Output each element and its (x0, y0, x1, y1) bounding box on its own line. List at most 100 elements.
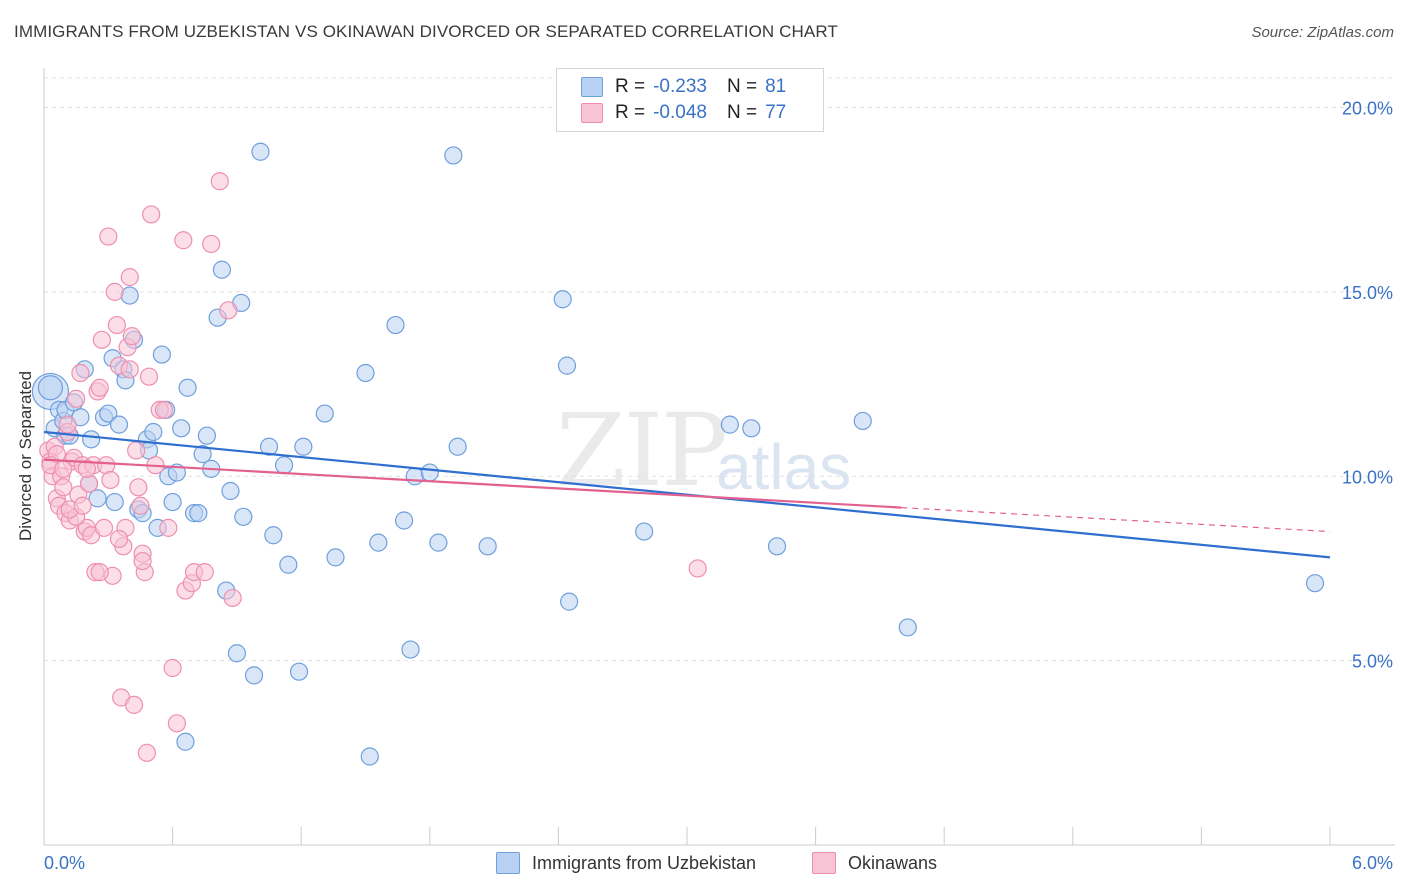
legend-row-uzbekistan: R = -0.233 N = 81 (581, 74, 806, 100)
okinawan-point (163, 658, 182, 678)
uzbekistan-point (401, 640, 420, 659)
uzbekistan-point (279, 555, 298, 574)
okinawan-point (90, 563, 109, 582)
okinawan-point (139, 367, 159, 386)
okinawan-point (67, 389, 86, 408)
okinawan-point (92, 330, 111, 349)
okinawan-point (105, 282, 124, 301)
uzbekistan-point (152, 345, 171, 364)
okinawan-point (174, 231, 193, 250)
uzbekistan-point (264, 526, 283, 545)
uzbekistan-point (221, 481, 240, 501)
legend-n-value: 81 (765, 76, 787, 97)
x-tick-label: 0.0% (44, 853, 85, 873)
correlation-legend: R = -0.233 N = 81 R = -0.048 N = 77 (556, 68, 824, 132)
y-tick-label: 10.0% (1342, 467, 1393, 487)
uzbekistan-point (1305, 574, 1325, 593)
y-tick-label: 20.0% (1342, 99, 1393, 119)
uzbekistan-point (227, 644, 246, 663)
y-axis-label: Divorced or Separated (16, 370, 35, 542)
uzbekistan-point (37, 375, 64, 401)
uzbekistan-point (163, 492, 182, 512)
uzbekistan-point (853, 411, 872, 431)
legend-swatch-blue (581, 77, 603, 97)
uzbekistan-point (294, 437, 313, 456)
okinawan-point (210, 172, 229, 191)
uzbekistan-point (82, 430, 101, 449)
okinawan-point (688, 559, 707, 578)
series-legend: Immigrants from Uzbekistan Okinawans (0, 852, 1406, 878)
okinawan-point (71, 363, 90, 383)
uzbekistan-point (560, 592, 579, 611)
okinawan-point (107, 315, 126, 335)
okinawan-point (127, 441, 146, 460)
uzbekistan-point (635, 522, 654, 541)
okinawan-point (120, 268, 139, 287)
okinawan-point (137, 743, 156, 762)
uzbekistan-point (394, 511, 414, 530)
series-label: Immigrants from Uzbekistan (532, 852, 757, 873)
okinawan-point (58, 415, 77, 434)
legend-n-label: N = (726, 102, 758, 123)
uzbekistan-point (197, 426, 216, 445)
y-tick-label: 5.0% (1352, 652, 1393, 672)
okinawan-point (109, 529, 129, 549)
x-tick-label: 6.0% (1352, 853, 1393, 873)
okinawan-point (73, 496, 92, 515)
series-swatch-pink (812, 852, 836, 874)
uzbekistan-point (369, 533, 388, 552)
uzbekistan-point (109, 415, 129, 434)
uzbekistan-point (189, 504, 208, 523)
uzbekistan-point (898, 618, 917, 637)
okinawan-point (54, 459, 73, 478)
okinawan-point (167, 714, 186, 733)
uzbekistan-point (742, 419, 761, 438)
okinawan-point (223, 588, 242, 608)
okinawan-point (54, 478, 73, 497)
uzbekistan-point (176, 732, 195, 751)
okinawan-point (142, 205, 161, 224)
uzbekistan-point (259, 437, 279, 456)
legend-r-label: R = (615, 102, 646, 123)
source-label: Source: ZipAtlas.com (1251, 24, 1394, 41)
okinawan-point (131, 496, 150, 515)
okinawan-trend-line (43, 458, 902, 509)
series-swatch-blue (496, 852, 520, 874)
y-tick-label: 15.0% (1342, 283, 1393, 303)
series-legend-uzbekistan[interactable]: Immigrants from Uzbekistan (496, 852, 756, 874)
legend-n-label: N = (726, 76, 758, 97)
uzbekistan-point (251, 142, 270, 161)
okinawan-point (195, 563, 214, 582)
uzbekistan-point (120, 286, 139, 305)
uzbekistan-point (444, 146, 463, 165)
okinawan-point (124, 695, 144, 714)
okinawan-point (122, 327, 141, 346)
series-legend-okinawans[interactable]: Okinawans (812, 852, 937, 874)
okinawan-point (129, 478, 148, 497)
legend-row-okinawans: R = -0.048 N = 77 (581, 100, 806, 126)
okinawan-point (99, 227, 118, 246)
uzbekistan-point (478, 537, 497, 556)
uzbekistan-point (386, 315, 405, 335)
uzbekistan-point (105, 492, 124, 512)
okinawan-point (94, 518, 114, 537)
okinawan-point (219, 301, 238, 320)
uzbekistan-point (767, 537, 787, 556)
uzbekistan-point (193, 445, 212, 464)
legend-r-label: R = (615, 76, 646, 97)
uzbekistan-point (234, 507, 253, 526)
okinawan-trend-extension (901, 506, 1331, 533)
uzbekistan-point (405, 467, 424, 486)
uzbekistan-point (315, 404, 334, 423)
uzbekistan-point (420, 463, 439, 482)
okinawan-point (90, 378, 109, 397)
okinawan-point (154, 400, 174, 419)
uzbekistan-point (553, 290, 572, 309)
okinawan-point (202, 234, 221, 254)
uzbekistan-point (720, 415, 739, 434)
okinawan-point (133, 551, 152, 571)
chart-title: IMMIGRANTS FROM UZBEKISTAN VS OKINAWAN D… (14, 22, 838, 41)
watermark-atlas: atlas (716, 431, 852, 503)
uzbekistan-point (289, 662, 309, 681)
